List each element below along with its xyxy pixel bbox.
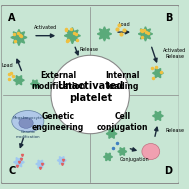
Polygon shape (36, 160, 45, 168)
Text: Release: Release (165, 128, 184, 133)
Text: Activated: Activated (34, 25, 57, 30)
Polygon shape (11, 29, 27, 46)
Circle shape (51, 55, 129, 134)
Ellipse shape (19, 118, 33, 128)
Text: Load: Load (2, 64, 14, 68)
Polygon shape (86, 100, 95, 107)
Polygon shape (14, 76, 24, 85)
Polygon shape (138, 27, 153, 41)
Polygon shape (30, 80, 40, 88)
Polygon shape (104, 153, 112, 161)
Polygon shape (80, 77, 90, 87)
Text: C: C (8, 167, 15, 177)
Polygon shape (118, 148, 127, 155)
Ellipse shape (142, 143, 160, 160)
FancyBboxPatch shape (1, 5, 179, 184)
Text: Genetic
engineering: Genetic engineering (32, 112, 84, 132)
Polygon shape (153, 68, 163, 78)
Ellipse shape (12, 111, 44, 132)
Polygon shape (153, 111, 163, 121)
Polygon shape (106, 129, 117, 138)
Text: Genetic
modification: Genetic modification (15, 130, 40, 139)
Text: Release: Release (80, 47, 98, 52)
Text: Megakaryocyte: Megakaryocyte (13, 116, 43, 120)
Polygon shape (14, 158, 24, 167)
Polygon shape (97, 27, 112, 41)
Text: D: D (164, 167, 172, 177)
Text: Cell
conjugation: Cell conjugation (97, 112, 148, 132)
Text: A: A (8, 12, 16, 22)
Polygon shape (96, 84, 105, 91)
Text: Load: Load (118, 22, 130, 27)
Text: External
modification: External modification (31, 71, 85, 91)
Polygon shape (64, 28, 80, 44)
Polygon shape (57, 156, 66, 164)
Text: Activated
Release: Activated Release (163, 48, 187, 59)
Text: Unactivated
platelet: Unactivated platelet (57, 81, 123, 103)
Text: Internal
loading: Internal loading (105, 71, 139, 91)
Text: Conjugation: Conjugation (120, 157, 149, 162)
Text: B: B (165, 12, 172, 22)
